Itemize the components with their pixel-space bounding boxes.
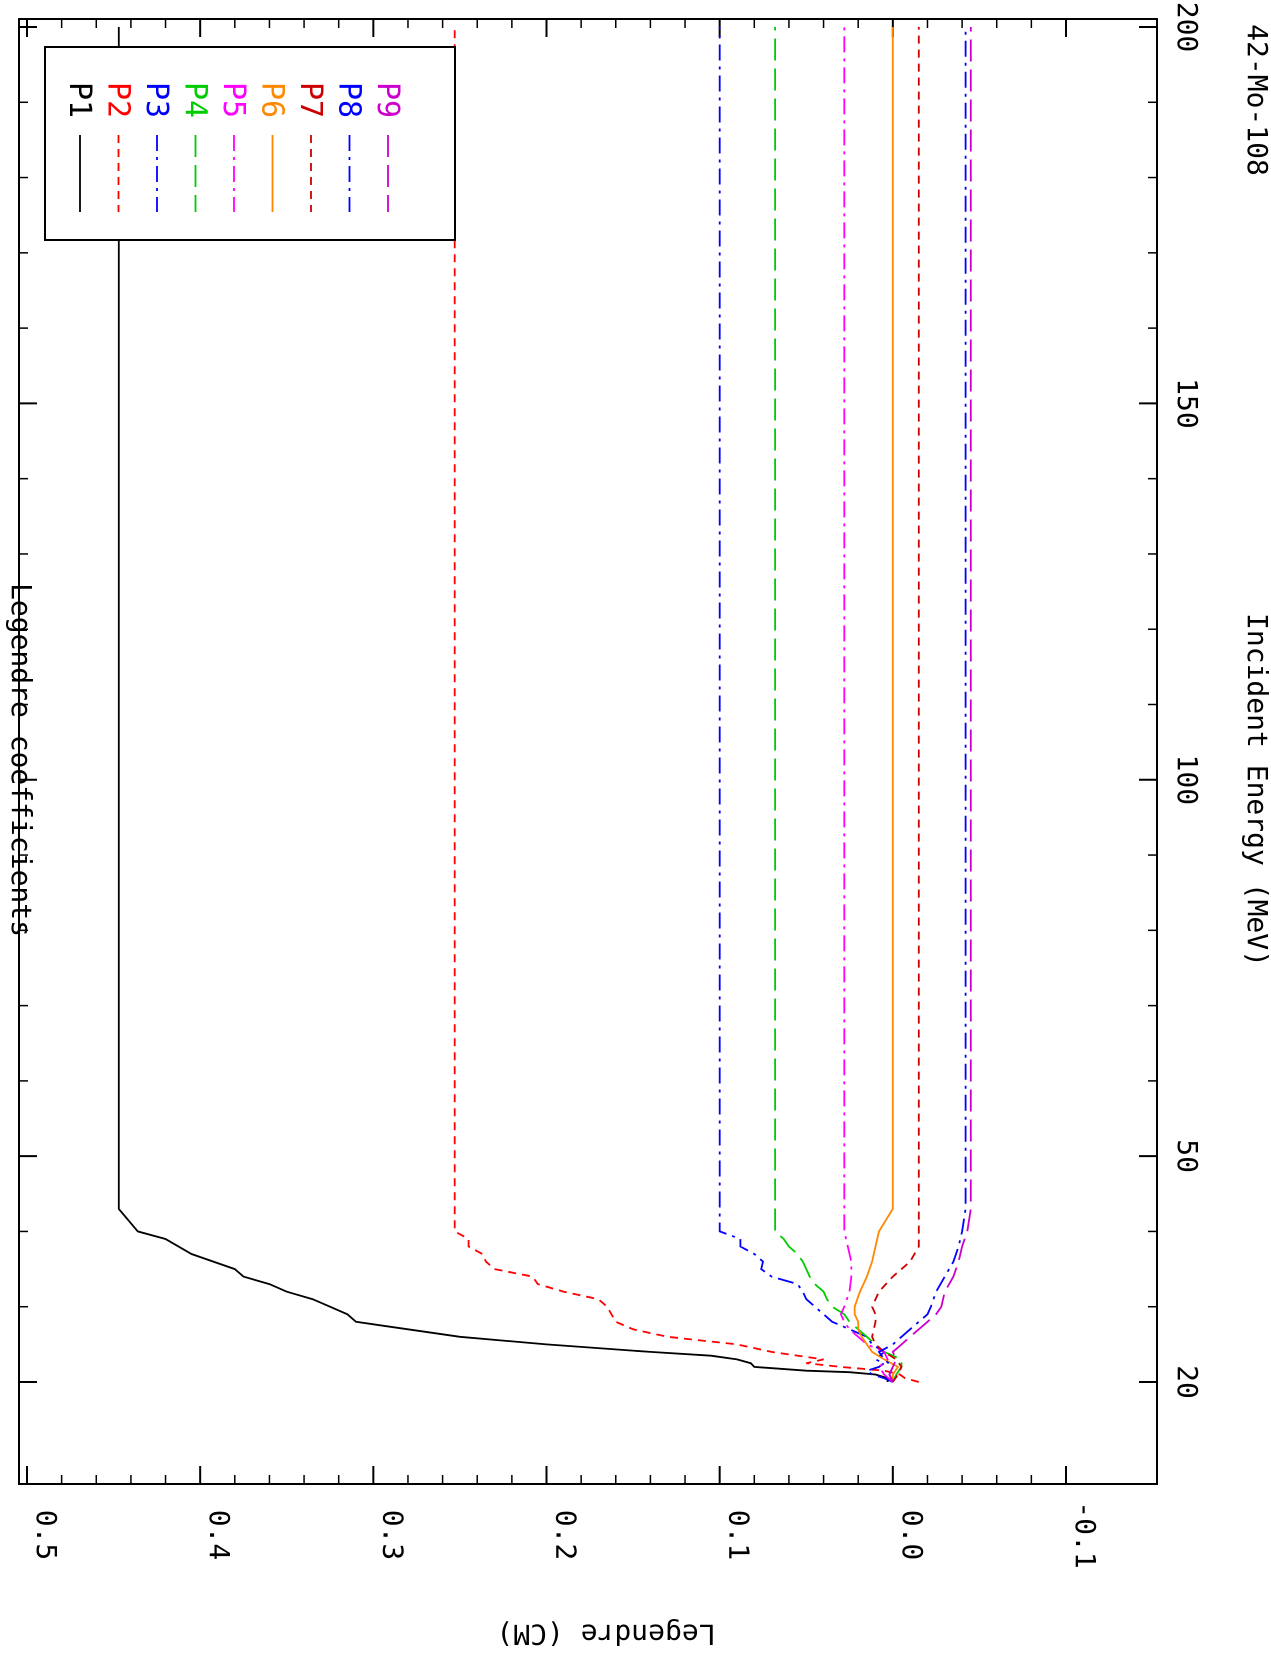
legend-label-p3: P3: [139, 82, 174, 118]
y-tick-label: 0.5: [30, 1510, 63, 1561]
series-line-p1: [117, 27, 889, 1382]
legend-label-p2: P2: [101, 82, 136, 118]
series-line-p9: [888, 27, 972, 1383]
y-tick-label: 0.2: [550, 1510, 583, 1561]
legend-items: P1 P2 P3 P4 P5 P6 P7 P8 P9: [62, 82, 405, 212]
legend-label-p7: P7: [293, 82, 328, 118]
series-line-p7: [871, 27, 920, 1383]
legend: P1 P2 P3 P4 P5 P6 P7 P8 P9: [44, 46, 456, 241]
legend-label-p8: P8: [332, 82, 367, 118]
y-tick-label: 0.3: [376, 1510, 409, 1561]
x-tick-label: 150: [1171, 378, 1204, 429]
x-tick-label: 100: [1171, 754, 1204, 805]
y-tick-label: 0.1: [723, 1510, 756, 1561]
x-tick-label: 200: [1171, 2, 1204, 53]
tick-labels: 20 50 100 150 200 -0.1 0.0 0.1 0.2 0.3 0.4 0.5: [30, 2, 1204, 1569]
x-tick-label: 20: [1171, 1365, 1204, 1399]
y-tick-label: 0.0: [896, 1510, 929, 1561]
isotope-label: 42-Mo-108: [1241, 24, 1271, 176]
chart-title: Legendre coefficients: [5, 583, 38, 937]
series-line-p4: [774, 27, 903, 1383]
y-axis-label: Legendre (CM): [496, 1618, 715, 1651]
legend-label-p5: P5: [216, 82, 251, 118]
series-line-p2: [453, 27, 920, 1383]
legend-label-p6: P6: [255, 82, 290, 118]
y-tick-label: -0.1: [1069, 1501, 1102, 1568]
legend-box: [44, 46, 456, 241]
series-line-p6: [853, 27, 900, 1382]
legend-label-p1: P1: [62, 82, 97, 118]
x-axis-label: Incident Energy (MeV): [1241, 613, 1271, 967]
x-tick-label: 50: [1171, 1139, 1204, 1173]
series-line-p5: [839, 27, 894, 1383]
legend-label-p4: P4: [178, 82, 213, 118]
legend-label-p9: P9: [370, 82, 405, 118]
series-layer: [117, 27, 972, 1383]
ticks: [19, 19, 1157, 1484]
series-line-p3: [718, 27, 894, 1383]
y-tick-label: 0.4: [203, 1510, 236, 1561]
plot-frame: [18, 18, 1158, 1485]
